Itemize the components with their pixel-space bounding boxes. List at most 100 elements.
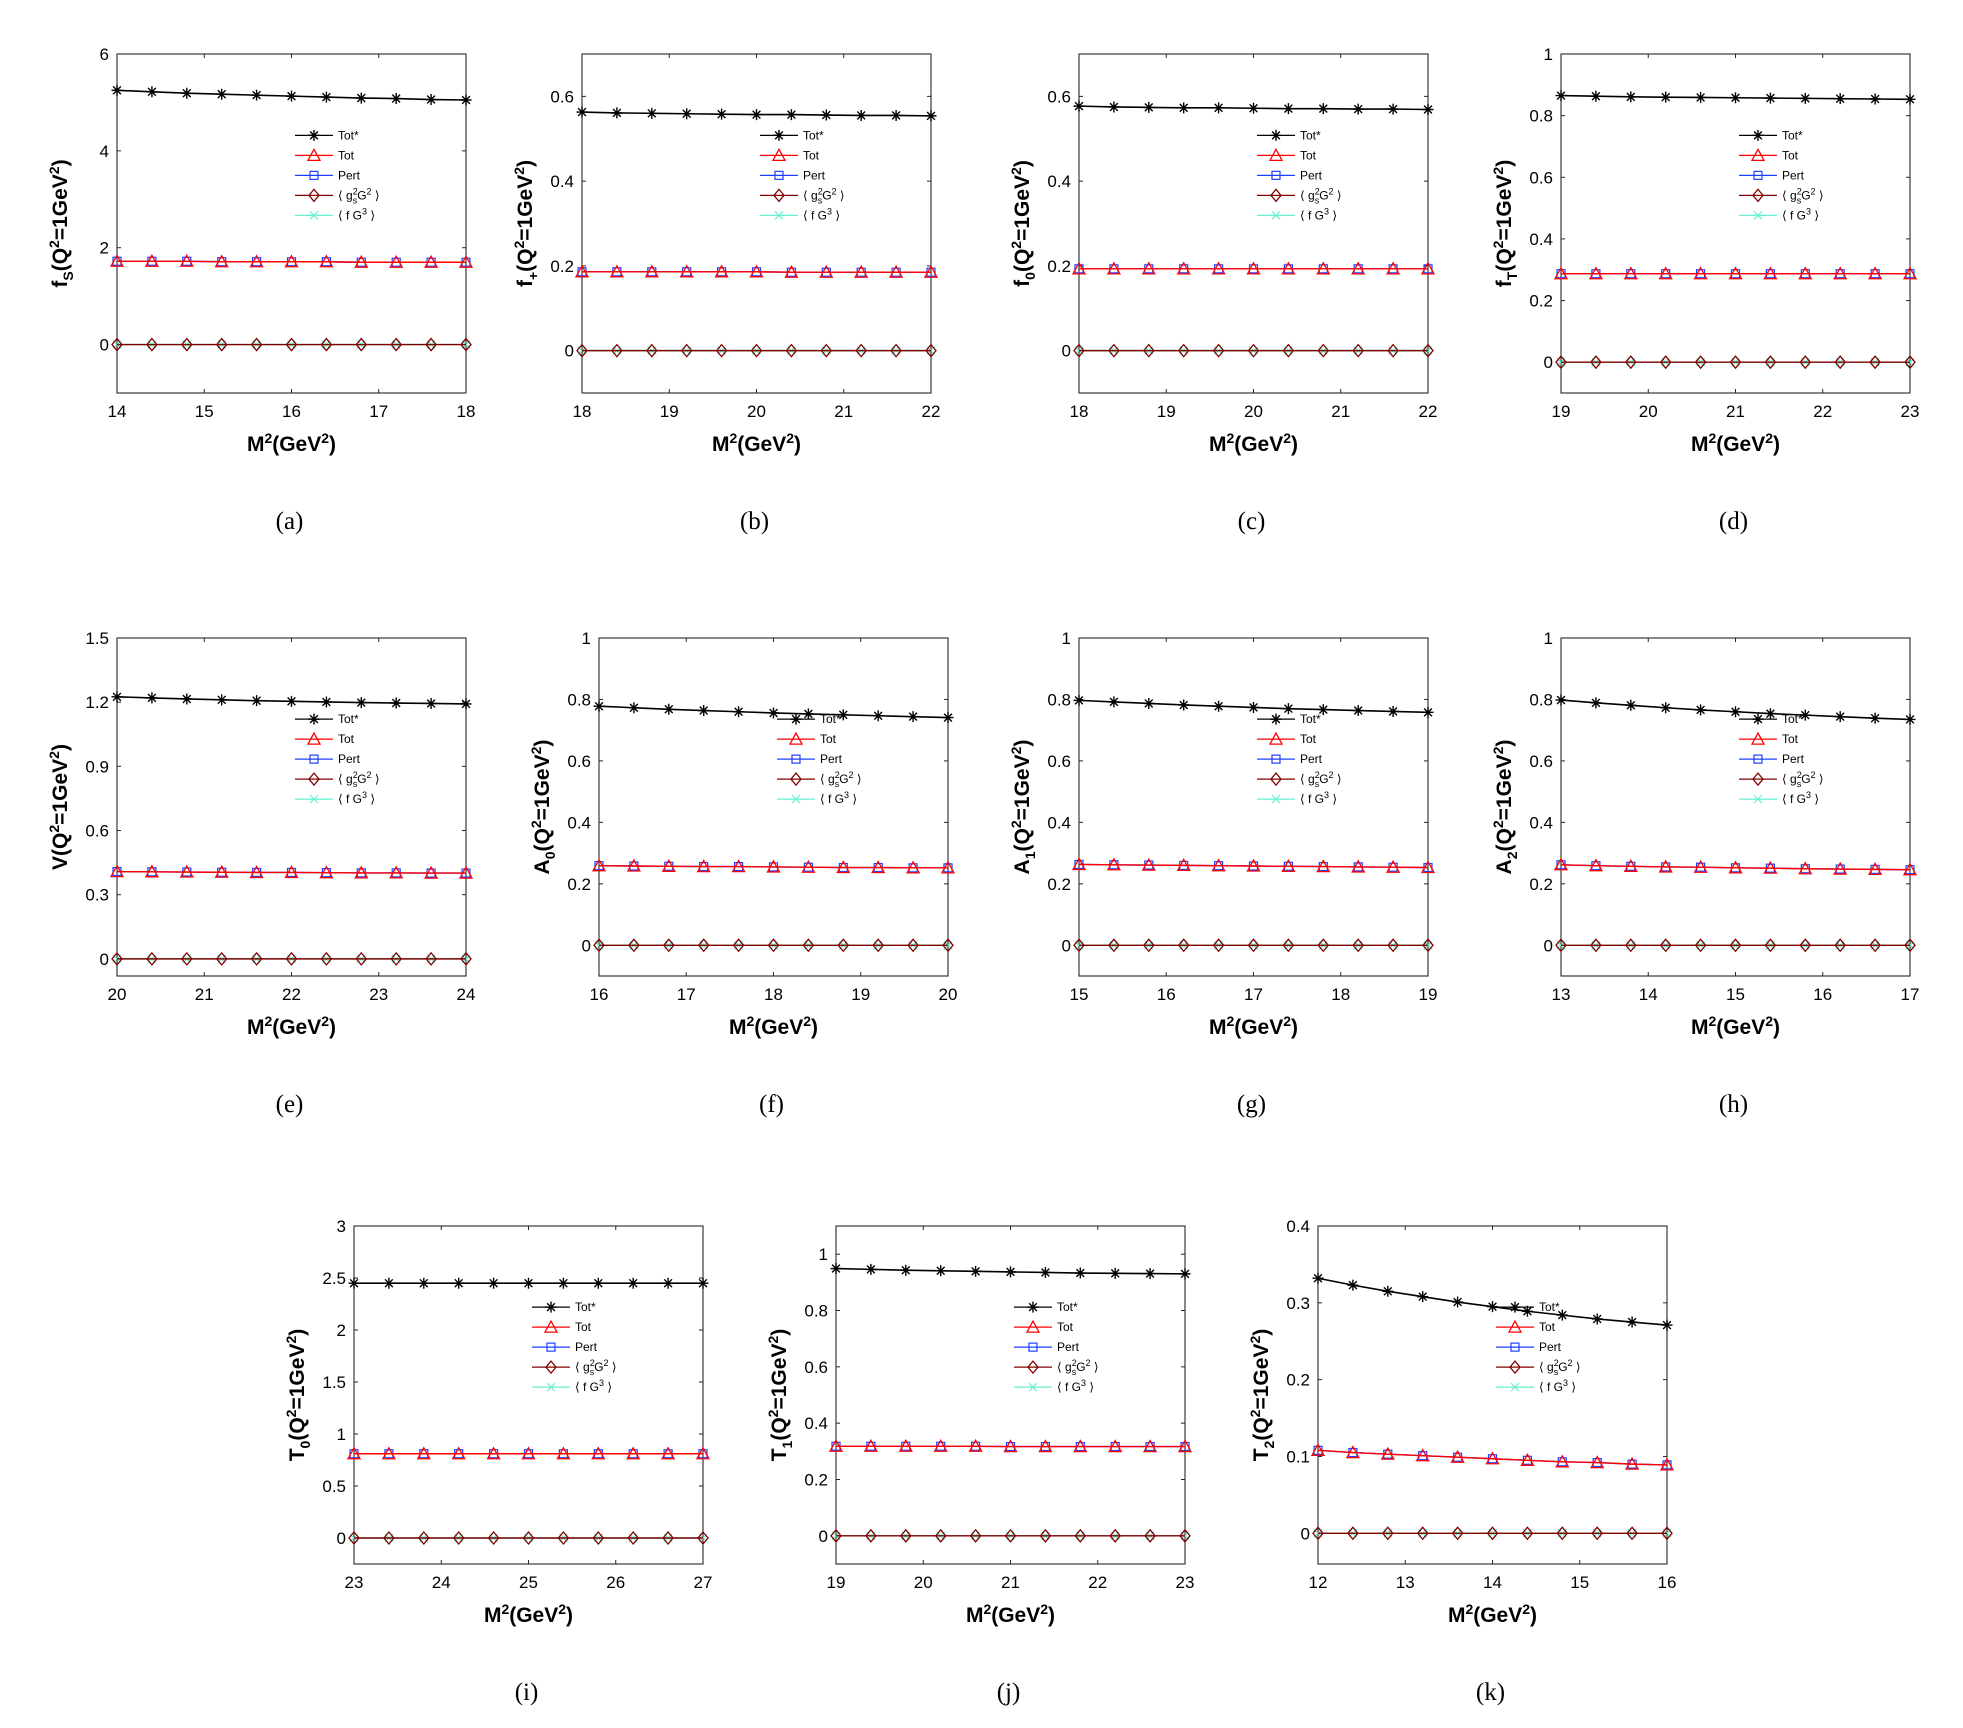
legend-label-gluon-condensate: ⟨ g2 sG2 ⟩ xyxy=(1539,1358,1581,1377)
y-tick-label: 1 xyxy=(1062,629,1071,648)
y-tick-label: 1.2 xyxy=(85,693,109,712)
legend-marker-tot-star xyxy=(1027,1301,1039,1313)
data-point-gluon-condensate xyxy=(899,1528,912,1543)
x-tick-label: 21 xyxy=(195,985,214,1004)
data-point-tot xyxy=(854,264,869,278)
data-point-tot-star xyxy=(1317,103,1329,115)
legend-label-gluon-condensate: ⟨ g2 sG2 ⟩ xyxy=(575,1358,617,1377)
legend-label-three-gluon: ⟨ f G3 ⟩ xyxy=(575,1378,612,1394)
data-point-gluon-condensate xyxy=(1352,343,1365,358)
legend-label-three-gluon: ⟨ f G3 ⟩ xyxy=(803,206,840,222)
x-tick-label: 19 xyxy=(1419,985,1438,1004)
legend-marker-tot xyxy=(1507,1319,1523,1333)
x-tick-label: 19 xyxy=(1157,402,1176,421)
data-point-gluon-condensate xyxy=(1142,343,1155,358)
data-point-tot-star xyxy=(1073,694,1085,706)
data-point-gluon-condensate xyxy=(820,343,833,358)
plot-area xyxy=(116,637,467,977)
y-tick-label: 0.2 xyxy=(1529,292,1553,311)
y-axis-label: f0(Q2=1GeV2) xyxy=(1008,160,1038,287)
legend-label-three-gluon: ⟨ f G3 ⟩ xyxy=(1300,206,1337,222)
data-point-gluon-condensate xyxy=(934,1528,947,1543)
y-tick-label: 0.2 xyxy=(1047,257,1071,276)
y-axis-label: A2(Q2=1GeV2) xyxy=(1490,740,1520,875)
data-point-tot-star xyxy=(697,1277,709,1289)
data-point-gluon-condensate xyxy=(250,951,263,966)
data-point-tot-star xyxy=(1555,694,1567,706)
data-point-gluon-condensate xyxy=(732,938,745,953)
data-point-gluon-condensate xyxy=(390,951,403,966)
x-tick-label: 23 xyxy=(1176,1573,1195,1592)
data-point-gluon-condensate xyxy=(628,938,640,953)
panel-k: 12 13 14 15 16 0 0.1 0.2 0.3 0.4 Tot* Tot Pert ⟨ g2 sG… xyxy=(1247,1217,1676,1706)
data-point-tot xyxy=(424,254,439,268)
y-tick-label: 0 xyxy=(100,950,109,969)
y-tick-label: 2 xyxy=(100,239,109,258)
data-point-gluon-condensate xyxy=(320,337,333,352)
legend-label-pert: Pert xyxy=(1300,752,1323,766)
data-point-tot xyxy=(1281,261,1296,275)
legend-marker-tot xyxy=(1268,731,1284,745)
y-tick-label: 0 xyxy=(565,342,574,361)
legend: Tot* Tot Pert ⟨ g2 sG2 ⟩⟨ f G3 ⟩ xyxy=(759,128,845,222)
y-tick-label: 0 xyxy=(1301,1524,1310,1543)
x-tick-label: 21 xyxy=(1001,1573,1020,1592)
panel-f: 16 17 18 19 20 0 0.2 0.4 0.6 0.8 1 Tot* Tot Pert ⟨ g2 s… xyxy=(528,629,957,1118)
data-point-gluon-condensate xyxy=(1799,938,1812,953)
data-point-gluon-condensate xyxy=(645,343,658,358)
data-point-tot xyxy=(451,1446,466,1460)
legend-marker-pert xyxy=(1753,170,1763,180)
legend-marker-tot xyxy=(1268,148,1284,162)
x-tick-label: 21 xyxy=(1331,402,1350,421)
data-point-tot-star xyxy=(1422,104,1434,116)
x-tick-label: 21 xyxy=(834,402,853,421)
legend-label-pert: Pert xyxy=(1539,1340,1562,1354)
y-tick-label: 0.6 xyxy=(1529,168,1553,187)
data-point-tot xyxy=(940,860,956,874)
y-tick-label: 0.4 xyxy=(1286,1217,1310,1236)
data-point-tot xyxy=(1310,1442,1326,1456)
legend-marker-tot-star xyxy=(773,129,785,141)
data-point-tot-star xyxy=(425,94,437,106)
legend-label-gluon-condensate: ⟨ g2 sG2 ⟩ xyxy=(338,186,380,205)
data-point-tot-star xyxy=(865,1263,877,1275)
legend-marker-tot xyxy=(543,1319,559,1333)
x-tick-label: 23 xyxy=(1901,402,1920,421)
y-tick-label: 0.4 xyxy=(550,172,574,191)
x-tick-label: 20 xyxy=(747,402,766,421)
data-point-tot xyxy=(354,865,369,879)
x-tick-label: 18 xyxy=(1331,985,1350,1004)
legend-label-three-gluon: ⟨ f G3 ⟩ xyxy=(1782,790,1819,806)
data-point-tot-star xyxy=(460,698,472,710)
y-tick-label: 0 xyxy=(1544,936,1553,955)
y-tick-label: 0.6 xyxy=(85,822,109,841)
data-point-tot-star xyxy=(1074,1267,1086,1279)
data-point-gluon-condensate xyxy=(1694,355,1707,370)
data-point-tot xyxy=(801,859,816,873)
x-tick-label: 25 xyxy=(519,1573,538,1592)
data-point-tot-star xyxy=(593,700,605,712)
data-point-gluon-condensate xyxy=(593,938,605,953)
data-point-tot xyxy=(574,264,590,278)
x-axis-label: M2(GeV2) xyxy=(1691,430,1780,456)
y-tick-label: 0.3 xyxy=(1286,1294,1310,1313)
y-tick-label: 3 xyxy=(337,1217,346,1236)
y-tick-label: 6 xyxy=(100,45,109,64)
legend: Tot* Tot Pert ⟨ g2 sG2 ⟩⟨ f G3 ⟩ xyxy=(294,128,380,222)
data-point-gluon-condensate xyxy=(1212,938,1225,953)
legend-label-pert: Pert xyxy=(803,168,826,182)
data-point-tot xyxy=(1176,858,1191,872)
legend-marker-tot xyxy=(306,148,322,162)
legend-label-tot: Tot xyxy=(1782,732,1799,746)
legend-label-tot: Tot xyxy=(820,732,837,746)
data-point-tot xyxy=(819,264,834,278)
data-point-tot-star xyxy=(1143,101,1155,113)
data-point-tot-star xyxy=(942,712,954,724)
data-point-tot-star xyxy=(733,706,745,718)
data-point-gluon-condensate xyxy=(1108,343,1120,358)
data-point-tot xyxy=(319,865,334,879)
legend-marker-three-gluon xyxy=(774,210,784,220)
panel-caption: (c) xyxy=(1238,508,1266,535)
data-point-tot-star xyxy=(181,87,193,99)
data-point-tot xyxy=(249,865,264,879)
